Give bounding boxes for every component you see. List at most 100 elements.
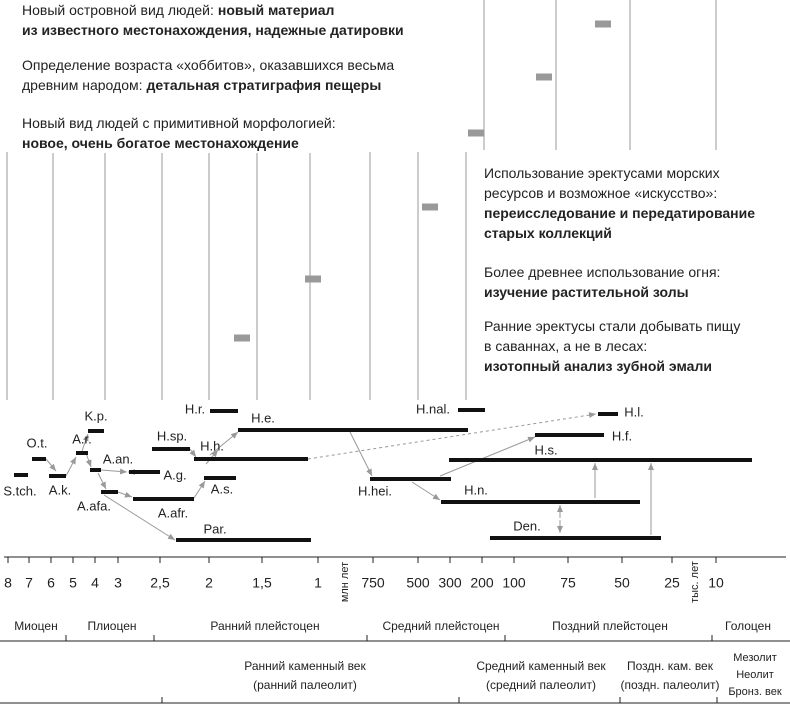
axis-tick-label: 75 bbox=[560, 575, 576, 591]
species-label: H.r. bbox=[185, 401, 205, 416]
axis-tick-label: 2,5 bbox=[150, 575, 170, 591]
finding-marker bbox=[234, 334, 250, 342]
axis-tick-label: 5 bbox=[69, 575, 77, 591]
species-label: H.f. bbox=[612, 428, 632, 443]
finding-marker bbox=[536, 73, 552, 81]
finding-text: Ранние эректусы стали добывать пищу bbox=[484, 318, 741, 334]
finding-marker bbox=[305, 275, 321, 283]
finding-method: из известного местонахождения, надежные … bbox=[22, 22, 404, 38]
species-range bbox=[90, 468, 101, 472]
species-label: A.afr. bbox=[158, 505, 188, 520]
species-label: O.t. bbox=[27, 435, 48, 450]
culture-label: Средний каменный век bbox=[476, 659, 606, 673]
arrows bbox=[45, 412, 654, 541]
species-label: A.k. bbox=[49, 482, 71, 497]
axes bbox=[0, 556, 790, 704]
finding: Использование эректусами морских ресурсов… bbox=[484, 163, 756, 243]
axis-unit: млн лет bbox=[339, 562, 351, 602]
axis-tick-label: 50 bbox=[614, 575, 630, 591]
species-range bbox=[370, 477, 451, 481]
species-range bbox=[449, 458, 752, 462]
finding-line: изучение растительной золы bbox=[484, 282, 720, 302]
finding-line: Новый вид людей с примитивной морфологие… bbox=[22, 113, 336, 133]
finding-marker bbox=[422, 203, 438, 211]
finding-text: Использование эректусами морских bbox=[484, 165, 720, 181]
species-label: A.g. bbox=[163, 467, 186, 482]
species-range bbox=[49, 474, 66, 478]
finding-text: Более древнее использование огня: bbox=[484, 264, 721, 280]
axis-tick-label: 1,5 bbox=[252, 575, 272, 591]
finding: Новый вид людей с примитивной морфологие… bbox=[22, 113, 336, 153]
epoch-label: Ранний плейстоцен bbox=[210, 619, 319, 633]
finding-text: ресурсов и возможное «искусство»: bbox=[484, 185, 718, 201]
finding-method: старых коллекций bbox=[484, 225, 612, 241]
species-range bbox=[535, 433, 604, 437]
species-label: H.nal. bbox=[416, 401, 450, 416]
finding-text: древним народом: bbox=[22, 77, 143, 93]
culture-label: Поздн. кам. век bbox=[627, 659, 714, 673]
finding: Новый островной вид людей: новый материал… bbox=[22, 0, 404, 40]
culture-label: (поздн. палеолит) bbox=[620, 678, 719, 692]
finding-method: переисследование и передатирование bbox=[484, 205, 756, 221]
axis-unit: тыс. лет bbox=[689, 561, 701, 603]
species-label: K.p. bbox=[84, 408, 107, 423]
finding-text: Новый островной вид людей: bbox=[22, 2, 214, 18]
culture-label: Бронз. век bbox=[728, 686, 782, 698]
species-label: A.an. bbox=[103, 451, 133, 466]
finding-method: новый материал bbox=[217, 2, 335, 18]
axis-tick-label: 1 bbox=[314, 575, 322, 591]
species-range bbox=[152, 447, 190, 451]
finding-line: старых коллекций bbox=[484, 223, 755, 243]
axis-tick-label: 4 bbox=[91, 575, 99, 591]
epoch-label: Поздний плейстоцен bbox=[552, 619, 668, 633]
finding-text: Новый вид людей с примитивной морфологие… bbox=[22, 115, 336, 131]
culture-label: (ранний палеолит) bbox=[253, 678, 357, 692]
species-range bbox=[88, 429, 104, 433]
species-range bbox=[598, 412, 618, 416]
finding: Более древнее использование огня: изучени… bbox=[484, 262, 721, 302]
finding-method: изучение растительной золы bbox=[484, 284, 689, 300]
finding-text: в саваннах, а не в лесах: bbox=[484, 338, 648, 354]
finding: Определение возраста «хоббитов», оказавш… bbox=[22, 55, 395, 95]
species-label: H.sp. bbox=[157, 428, 187, 443]
finding-line: в саваннах, а не в лесах: bbox=[484, 336, 740, 356]
axis-tick-label: 200 bbox=[470, 575, 494, 591]
finding-line: из известного местонахождения, надежные … bbox=[22, 20, 404, 40]
finding-method: детальная стратиграфия пещеры bbox=[146, 77, 382, 93]
species-label: A.afa. bbox=[77, 498, 111, 513]
finding-line: Использование эректусами морских bbox=[484, 163, 755, 183]
species-range bbox=[76, 451, 88, 455]
species-range bbox=[176, 538, 311, 542]
species-label: Den. bbox=[513, 518, 540, 533]
finding-method: изотопный анализ зубной эмали bbox=[484, 358, 712, 374]
finding-line: Более древнее использование огня: bbox=[484, 262, 720, 282]
species-range bbox=[204, 476, 236, 480]
axis-tick-label: 3 bbox=[114, 575, 122, 591]
axis-tick-label: 750 bbox=[361, 575, 385, 591]
species-label: A.r. bbox=[72, 431, 92, 446]
culture-label: Мезолит bbox=[733, 652, 777, 664]
axis-tick-label: 25 bbox=[664, 575, 680, 591]
species-label: H.s. bbox=[534, 442, 557, 457]
epoch-label: Миоцен bbox=[14, 619, 57, 633]
axis-tick-label: 2 bbox=[205, 575, 213, 591]
species-range bbox=[458, 408, 485, 412]
axis-tick-label: 100 bbox=[502, 575, 526, 591]
species-range bbox=[194, 457, 308, 461]
finding-line: новое, очень богатое местонахождение bbox=[22, 133, 336, 153]
axis-tick-label: 8 bbox=[4, 575, 12, 591]
species-label: A.s. bbox=[211, 481, 233, 496]
species-label: H.e. bbox=[251, 410, 275, 425]
finding-method: новое, очень богатое местонахождение bbox=[22, 135, 299, 151]
species-label: H.n. bbox=[464, 482, 488, 497]
species-range bbox=[490, 536, 661, 540]
species-range bbox=[101, 490, 118, 494]
finding-line: ресурсов и возможное «искусство»: bbox=[484, 183, 755, 203]
species-label: H.h. bbox=[200, 438, 224, 453]
species-range bbox=[32, 457, 46, 461]
finding-line: переисследование и передатирование bbox=[484, 203, 755, 223]
finding-line: Новый островной вид людей: новый материал bbox=[22, 0, 404, 20]
epoch-label: Голоцен bbox=[725, 619, 771, 633]
species-range bbox=[133, 497, 194, 501]
